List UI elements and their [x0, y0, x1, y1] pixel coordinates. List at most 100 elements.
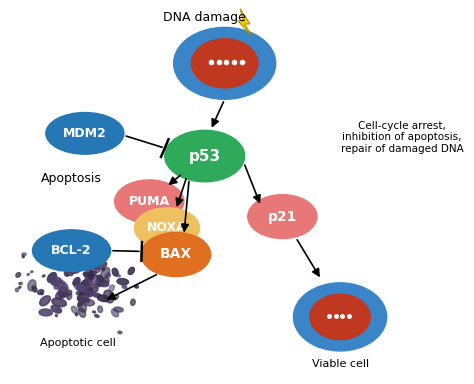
- Ellipse shape: [76, 290, 85, 295]
- Ellipse shape: [117, 278, 128, 285]
- Text: NOXA: NOXA: [147, 222, 187, 235]
- Ellipse shape: [31, 271, 33, 273]
- Ellipse shape: [27, 273, 29, 275]
- Ellipse shape: [19, 282, 22, 285]
- Polygon shape: [238, 9, 251, 35]
- Text: Apoptosis: Apoptosis: [41, 172, 102, 185]
- Ellipse shape: [248, 195, 317, 238]
- Ellipse shape: [191, 39, 258, 88]
- Ellipse shape: [135, 285, 138, 288]
- Ellipse shape: [109, 285, 114, 291]
- Ellipse shape: [86, 293, 91, 297]
- Text: Apoptotic cell: Apoptotic cell: [40, 338, 116, 348]
- Ellipse shape: [105, 273, 110, 278]
- Ellipse shape: [97, 295, 109, 302]
- Text: p21: p21: [268, 210, 297, 223]
- Text: DNA damage: DNA damage: [163, 12, 246, 25]
- Ellipse shape: [85, 274, 93, 284]
- Ellipse shape: [114, 307, 123, 312]
- Ellipse shape: [73, 282, 79, 285]
- Ellipse shape: [79, 302, 82, 306]
- Ellipse shape: [89, 274, 97, 286]
- Ellipse shape: [98, 278, 109, 285]
- Text: Viable cell: Viable cell: [311, 359, 369, 369]
- Ellipse shape: [16, 273, 20, 277]
- Ellipse shape: [135, 208, 200, 248]
- Ellipse shape: [165, 130, 245, 182]
- Ellipse shape: [39, 309, 53, 316]
- Text: p53: p53: [189, 149, 221, 164]
- Ellipse shape: [79, 291, 86, 296]
- Ellipse shape: [54, 283, 64, 289]
- Text: MDM2: MDM2: [63, 127, 107, 140]
- Text: BAX: BAX: [160, 247, 192, 262]
- Ellipse shape: [310, 294, 370, 339]
- Ellipse shape: [86, 299, 89, 303]
- Ellipse shape: [59, 287, 67, 298]
- Ellipse shape: [93, 293, 100, 297]
- Ellipse shape: [76, 260, 86, 267]
- Ellipse shape: [111, 309, 118, 317]
- Ellipse shape: [77, 283, 83, 290]
- Ellipse shape: [83, 287, 88, 290]
- Ellipse shape: [118, 331, 122, 334]
- Ellipse shape: [102, 268, 105, 271]
- Ellipse shape: [128, 267, 135, 275]
- Ellipse shape: [15, 288, 18, 292]
- Ellipse shape: [52, 298, 66, 307]
- Ellipse shape: [85, 257, 93, 268]
- Text: NOXA: NOXA: [147, 222, 187, 235]
- Ellipse shape: [85, 269, 91, 275]
- Ellipse shape: [92, 249, 97, 253]
- Ellipse shape: [92, 311, 96, 313]
- Text: BCL-2: BCL-2: [51, 244, 92, 257]
- Ellipse shape: [116, 274, 120, 277]
- Ellipse shape: [293, 283, 387, 351]
- Ellipse shape: [47, 276, 62, 285]
- Ellipse shape: [28, 280, 36, 291]
- Ellipse shape: [78, 305, 82, 307]
- Ellipse shape: [40, 296, 50, 306]
- Ellipse shape: [41, 253, 56, 261]
- Ellipse shape: [51, 281, 57, 285]
- Ellipse shape: [77, 296, 86, 303]
- Ellipse shape: [67, 293, 72, 300]
- Ellipse shape: [113, 295, 118, 300]
- Ellipse shape: [67, 272, 73, 276]
- Ellipse shape: [85, 298, 90, 301]
- Ellipse shape: [96, 279, 109, 287]
- Ellipse shape: [78, 308, 86, 317]
- Ellipse shape: [37, 290, 44, 295]
- Ellipse shape: [173, 27, 276, 99]
- Ellipse shape: [74, 284, 87, 291]
- Ellipse shape: [87, 287, 98, 295]
- Text: Cell-cycle arrest,
inhibition of apoptosis,
repair of damaged DNA: Cell-cycle arrest, inhibition of apoptos…: [341, 121, 464, 154]
- Text: PUMA: PUMA: [128, 195, 170, 208]
- Ellipse shape: [98, 306, 102, 313]
- Ellipse shape: [100, 279, 104, 282]
- Ellipse shape: [81, 263, 91, 269]
- Ellipse shape: [56, 280, 68, 292]
- Text: BAX: BAX: [160, 247, 192, 262]
- Ellipse shape: [95, 314, 99, 318]
- Ellipse shape: [64, 272, 68, 276]
- Ellipse shape: [73, 278, 80, 286]
- Ellipse shape: [55, 314, 57, 317]
- Ellipse shape: [49, 277, 61, 284]
- Ellipse shape: [122, 285, 127, 288]
- Ellipse shape: [84, 295, 88, 299]
- Ellipse shape: [75, 313, 78, 316]
- Ellipse shape: [97, 275, 103, 280]
- Ellipse shape: [61, 292, 67, 296]
- Ellipse shape: [115, 180, 184, 223]
- Ellipse shape: [81, 279, 92, 286]
- Ellipse shape: [83, 298, 88, 300]
- Ellipse shape: [86, 284, 98, 295]
- Ellipse shape: [79, 250, 81, 253]
- Ellipse shape: [135, 208, 200, 248]
- Ellipse shape: [42, 275, 45, 277]
- Ellipse shape: [112, 268, 118, 276]
- Ellipse shape: [88, 271, 94, 280]
- Ellipse shape: [72, 306, 77, 313]
- Ellipse shape: [104, 290, 114, 303]
